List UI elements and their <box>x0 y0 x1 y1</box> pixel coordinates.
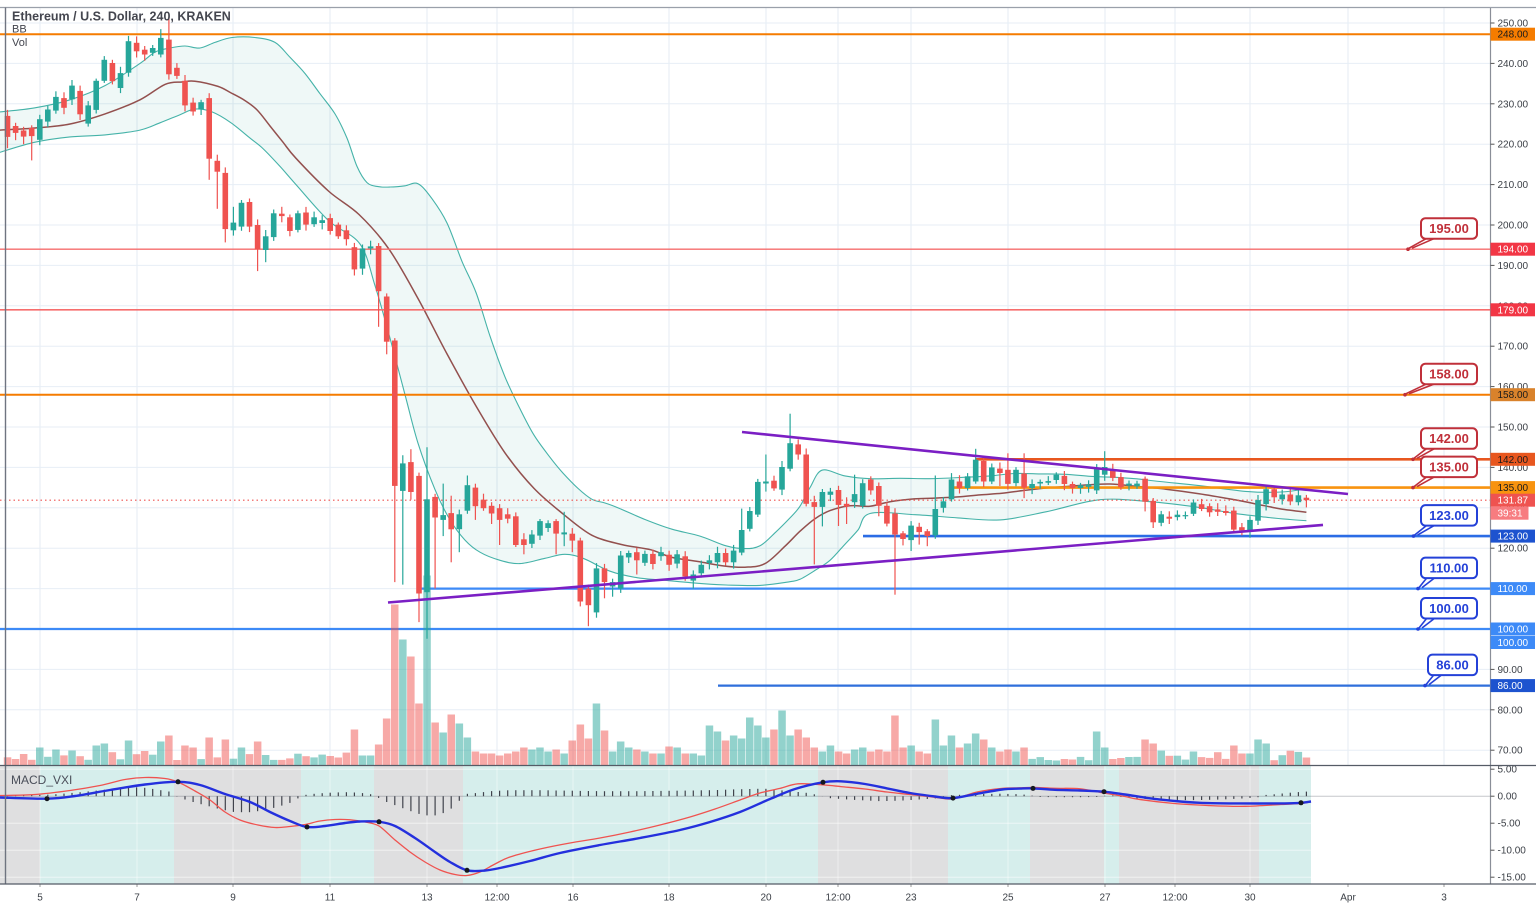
svg-text:Ethereum / U.S. Dollar, 240, K: Ethereum / U.S. Dollar, 240, KRAKEN <box>12 10 231 24</box>
svg-text:135.00: 135.00 <box>1498 483 1529 494</box>
svg-text:140.00: 140.00 <box>1498 463 1529 474</box>
svg-text:BB: BB <box>12 24 27 36</box>
svg-text:80.00: 80.00 <box>1498 705 1523 716</box>
svg-text:20: 20 <box>760 893 772 904</box>
svg-text:250.00: 250.00 <box>1498 19 1529 30</box>
svg-text:25: 25 <box>1002 893 1014 904</box>
svg-text:39:31: 39:31 <box>1498 509 1523 520</box>
svg-text:100.00: 100.00 <box>1429 601 1469 616</box>
svg-text:13: 13 <box>421 893 433 904</box>
svg-text:16: 16 <box>567 893 579 904</box>
svg-text:12:00: 12:00 <box>825 893 850 904</box>
svg-text:23: 23 <box>905 893 917 904</box>
svg-text:110.00: 110.00 <box>1429 560 1468 575</box>
svg-text:220.00: 220.00 <box>1498 140 1529 151</box>
svg-text:158.00: 158.00 <box>1429 367 1469 382</box>
svg-text:5.00: 5.00 <box>1498 765 1518 776</box>
svg-text:86.00: 86.00 <box>1498 681 1523 692</box>
svg-text:210.00: 210.00 <box>1498 180 1529 191</box>
svg-text:123.00: 123.00 <box>1498 532 1529 543</box>
svg-text:150.00: 150.00 <box>1498 423 1529 434</box>
svg-text:195.00: 195.00 <box>1429 221 1469 236</box>
svg-text:MACD_VXI: MACD_VXI <box>11 773 72 787</box>
svg-text:142.00: 142.00 <box>1498 455 1529 466</box>
svg-text:Apr: Apr <box>1340 893 1356 904</box>
svg-text:135.00: 135.00 <box>1429 459 1469 474</box>
svg-text:142.00: 142.00 <box>1429 431 1469 446</box>
svg-text:248.00: 248.00 <box>1498 30 1529 41</box>
svg-text:179.00: 179.00 <box>1498 305 1529 316</box>
svg-text:120.00: 120.00 <box>1498 544 1529 555</box>
svg-text:12:00: 12:00 <box>484 893 509 904</box>
svg-text:200.00: 200.00 <box>1498 221 1529 232</box>
svg-text:100.00: 100.00 <box>1498 638 1529 649</box>
svg-text:7: 7 <box>134 893 140 904</box>
svg-text:0.00: 0.00 <box>1498 792 1518 803</box>
svg-text:70.00: 70.00 <box>1498 746 1523 757</box>
svg-text:-15.00: -15.00 <box>1498 873 1527 884</box>
svg-text:194.00: 194.00 <box>1498 245 1529 256</box>
svg-text:131.87: 131.87 <box>1498 496 1529 507</box>
svg-text:86.00: 86.00 <box>1436 657 1469 672</box>
svg-text:27: 27 <box>1099 893 1111 904</box>
svg-text:240.00: 240.00 <box>1498 59 1529 70</box>
svg-text:190.00: 190.00 <box>1498 261 1529 272</box>
svg-text:11: 11 <box>325 893 336 904</box>
svg-text:9: 9 <box>230 893 236 904</box>
svg-text:12:00: 12:00 <box>1162 893 1187 904</box>
svg-text:170.00: 170.00 <box>1498 342 1529 353</box>
svg-text:5: 5 <box>37 893 43 904</box>
svg-text:110.00: 110.00 <box>1498 584 1528 595</box>
svg-text:Vol: Vol <box>12 37 27 49</box>
svg-text:30: 30 <box>1244 893 1256 904</box>
svg-text:100.00: 100.00 <box>1498 625 1529 636</box>
svg-text:3: 3 <box>1441 893 1447 904</box>
svg-text:123.00: 123.00 <box>1429 508 1469 523</box>
svg-text:160.00: 160.00 <box>1498 382 1529 393</box>
svg-text:-5.00: -5.00 <box>1498 819 1521 830</box>
svg-text:158.00: 158.00 <box>1498 390 1529 401</box>
svg-text:230.00: 230.00 <box>1498 99 1529 110</box>
svg-text:18: 18 <box>663 893 675 904</box>
svg-text:90.00: 90.00 <box>1498 665 1523 676</box>
svg-text:-10.00: -10.00 <box>1498 846 1527 857</box>
